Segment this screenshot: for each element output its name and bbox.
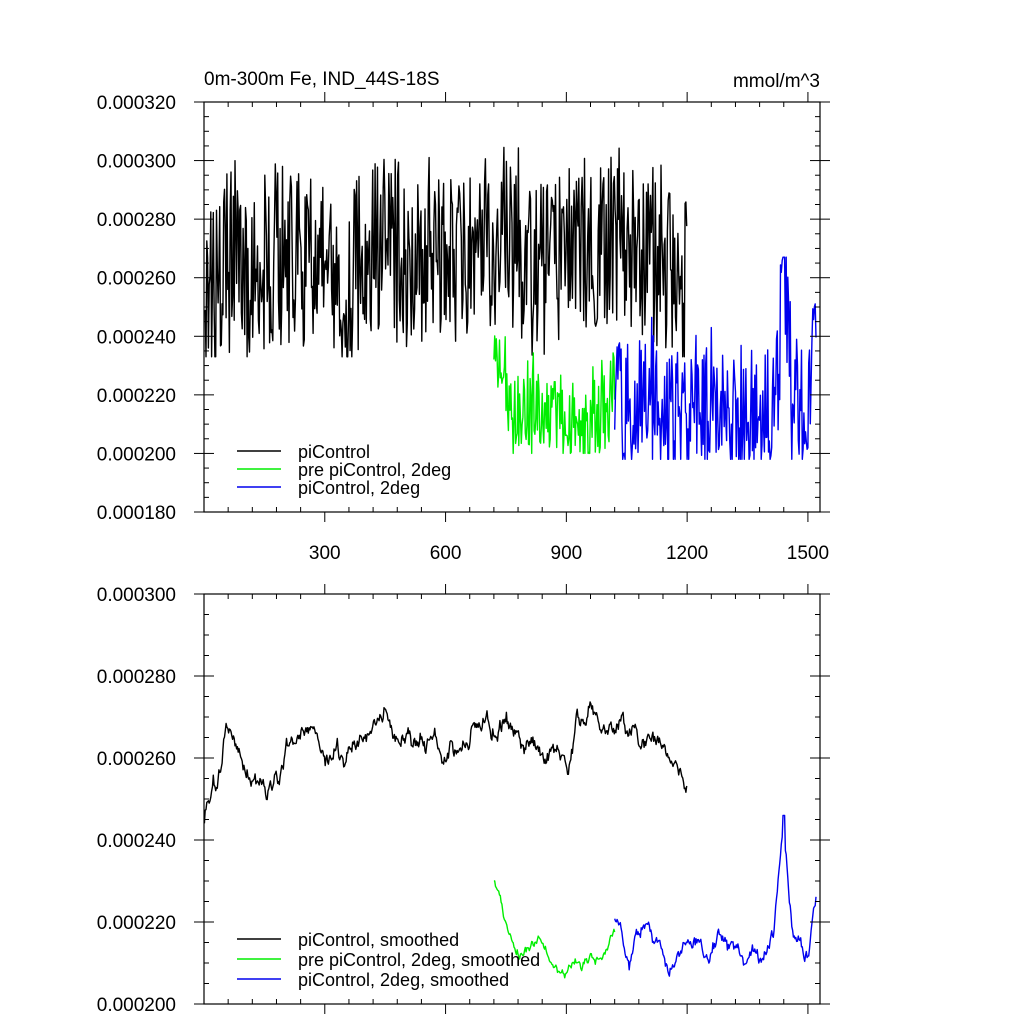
y-tick-label: 0.000280	[97, 210, 176, 231]
series-line-1	[203, 701, 688, 824]
series-line-3	[614, 256, 817, 460]
legend-label: piControl, 2deg, smoothed	[298, 970, 509, 990]
y-tick-label: 0.000260	[97, 269, 176, 290]
chart-title: 0m-300m Fe, IND_44S-18S	[204, 69, 440, 90]
x-tick-label: 1500	[787, 543, 829, 564]
y-tick-label: 0.000300	[97, 152, 176, 173]
x-tick-label: 900	[551, 543, 583, 564]
plot-frame	[203, 593, 821, 1005]
series-line-2	[493, 335, 616, 455]
y-tick-label: 0.000180	[97, 503, 176, 524]
y-tick-label: 0.000280	[97, 667, 176, 688]
legend-label: pre piControl, 2deg, smoothed	[298, 950, 540, 970]
y-tick-label: 0.000260	[97, 749, 176, 770]
legend-label: piControl	[298, 442, 370, 462]
y-tick-label: 0.000220	[97, 913, 176, 934]
series-line-1	[203, 146, 688, 358]
x-tick-label: 600	[430, 543, 462, 564]
bottom-panel: 0.000200 0.000220 0.000240 0.000260 0.000280…	[97, 584, 830, 1016]
y-tick-label: 0.000200	[97, 995, 176, 1016]
y-tick-label: 0.000240	[97, 831, 176, 852]
units-label: mmol/m^3	[733, 71, 820, 92]
y-tick-label: 0.000300	[97, 585, 176, 606]
x-tick-label: 1200	[666, 543, 708, 564]
legend-label: piControl, smoothed	[298, 930, 459, 950]
top-series-lines	[203, 146, 817, 460]
series-line-2	[493, 880, 616, 979]
y-tick-label: 0.000200	[97, 444, 176, 465]
top-axes: 0.000180 0.000200 0.000220 0.000240 0.000260…	[97, 92, 830, 564]
series-line-3	[614, 814, 817, 977]
x-tick-label: 300	[309, 543, 341, 564]
y-tick-label: 0.000240	[97, 327, 176, 348]
legend-label: pre piControl, 2deg	[298, 460, 451, 480]
y-tick-label: 0.000320	[97, 93, 176, 114]
y-tick-label: 0.000220	[97, 386, 176, 407]
legend-label: piControl, 2deg	[298, 478, 420, 498]
bottom-series-lines	[203, 701, 817, 979]
top-panel: 0m-300m Fe, IND_44S-18S mmol/m^3 0.00018…	[97, 69, 830, 564]
bottom-axes: 0.000200 0.000220 0.000240 0.000260 0.000280…	[97, 584, 830, 1016]
